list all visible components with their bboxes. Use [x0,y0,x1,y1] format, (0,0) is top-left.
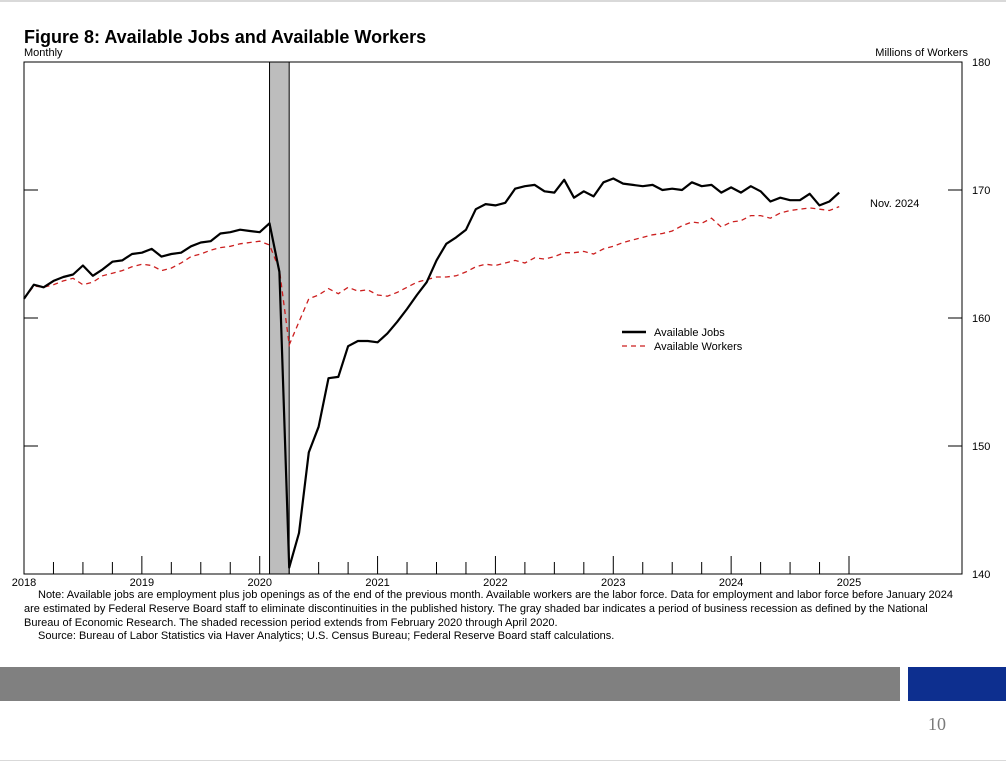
x-tick-label: 2025 [837,577,861,589]
figure-title: Figure 8: Available Jobs and Available W… [24,27,427,47]
frequency-label: Monthly [24,47,63,59]
x-tick-label: 2023 [601,577,625,589]
footer-bar [0,667,900,701]
y-tick-label: 150 [972,441,990,453]
x-tick-label: 2022 [483,577,507,589]
top-rule [0,0,1006,2]
footer-accent-bar [908,667,1006,701]
units-label: Millions of Workers [875,47,968,59]
x-tick-label: 2021 [365,577,389,589]
note-text: Note: Available jobs are employment plus… [24,589,953,629]
legend-label-available-workers: Available Workers [654,341,743,353]
y-tick-label: 140 [972,569,990,581]
y-tick-label: 160 [972,313,990,325]
legend-label-available-jobs: Available Jobs [654,327,725,339]
chart-source: Source: Bureau of Labor Statistics via H… [38,630,615,642]
legend: Available Jobs Available Workers [622,327,743,353]
line-chart: 140 150 160 170 180 2018 2019 2020 2021 2022 2023 2… [12,57,991,589]
plot-frame [23,61,963,575]
x-tick-label: 2018 [12,577,36,589]
series-line-available-jobs [23,177,840,569]
y-tick-label: 180 [972,57,990,69]
series-line-available-workers [23,205,840,348]
x-tick-label: 2019 [130,577,154,589]
x-tick-label: 2020 [247,577,271,589]
y-tick-label: 170 [972,185,990,197]
bottom-rule [0,760,1006,761]
chart-note: Note: Available jobs are employment plus… [24,588,954,630]
latest-date-annotation: Nov. 2024 [870,198,919,210]
x-tick-label: 2024 [719,577,743,589]
page-number: 10 [928,714,946,734]
